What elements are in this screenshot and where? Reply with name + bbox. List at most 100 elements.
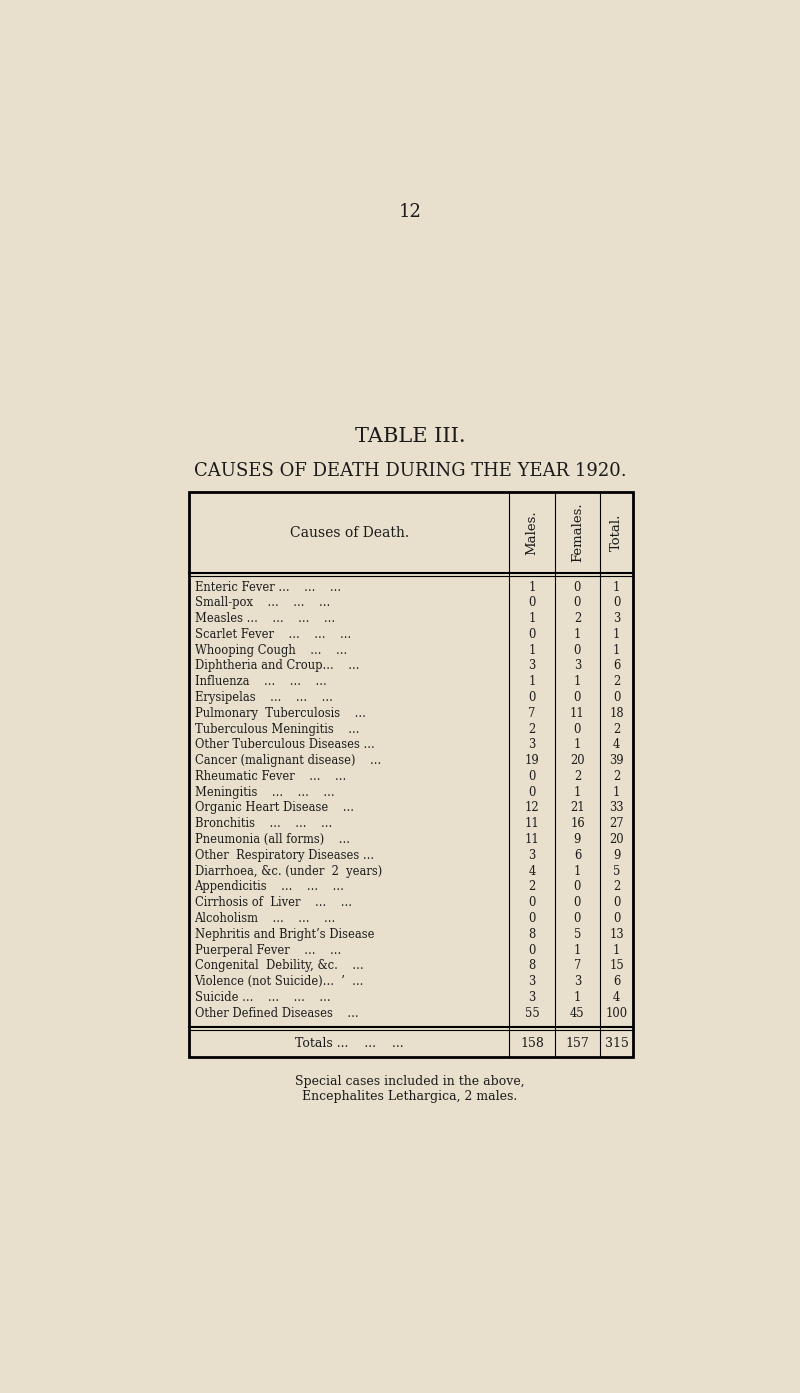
Text: Appendicitis    ...    ...    ...: Appendicitis ... ... ... bbox=[194, 880, 345, 893]
Text: Cirrhosis of  Liver    ...    ...: Cirrhosis of Liver ... ... bbox=[194, 896, 351, 910]
Text: 0: 0 bbox=[613, 912, 620, 925]
Text: 1: 1 bbox=[528, 581, 536, 593]
Text: 2: 2 bbox=[613, 880, 620, 893]
Text: Congenital  Debility, &c.    ...: Congenital Debility, &c. ... bbox=[194, 960, 363, 972]
Text: 1: 1 bbox=[574, 738, 581, 751]
Text: 33: 33 bbox=[610, 801, 624, 815]
Text: Puerperal Fever    ...    ...: Puerperal Fever ... ... bbox=[194, 943, 341, 957]
Text: 315: 315 bbox=[605, 1036, 629, 1050]
Text: 0: 0 bbox=[574, 912, 581, 925]
Text: 0: 0 bbox=[528, 691, 536, 703]
Text: 0: 0 bbox=[613, 596, 620, 609]
Text: 45: 45 bbox=[570, 1007, 585, 1020]
Text: 11: 11 bbox=[525, 833, 539, 846]
Text: 2: 2 bbox=[574, 612, 581, 625]
Text: 16: 16 bbox=[570, 818, 585, 830]
Text: 1: 1 bbox=[613, 943, 620, 957]
Text: 6: 6 bbox=[613, 975, 620, 988]
Text: 0: 0 bbox=[528, 596, 536, 609]
Text: 7: 7 bbox=[574, 960, 581, 972]
Text: 18: 18 bbox=[610, 706, 624, 720]
Text: 1: 1 bbox=[574, 990, 581, 1004]
Text: 6: 6 bbox=[574, 848, 581, 862]
Text: 1: 1 bbox=[574, 865, 581, 878]
Text: Enteric Fever ...    ...    ...: Enteric Fever ... ... ... bbox=[194, 581, 341, 593]
Text: Causes of Death.: Causes of Death. bbox=[290, 525, 409, 539]
Text: 158: 158 bbox=[520, 1036, 544, 1050]
Text: Special cases included in the above,: Special cases included in the above, bbox=[295, 1074, 525, 1088]
Text: 3: 3 bbox=[574, 975, 581, 988]
Text: 1: 1 bbox=[613, 644, 620, 656]
Text: Tuberculous Meningitis    ...: Tuberculous Meningitis ... bbox=[194, 723, 359, 736]
Text: Total.: Total. bbox=[610, 514, 623, 552]
Text: 0: 0 bbox=[528, 786, 536, 798]
Text: 3: 3 bbox=[529, 990, 536, 1004]
Text: 0: 0 bbox=[528, 896, 536, 910]
Text: Violence (not Suicide)...  ’  ...: Violence (not Suicide)... ’ ... bbox=[194, 975, 364, 988]
Text: 2: 2 bbox=[529, 723, 536, 736]
Text: 0: 0 bbox=[528, 770, 536, 783]
Text: 3: 3 bbox=[529, 848, 536, 862]
Text: Suicide ...    ...    ...    ...: Suicide ... ... ... ... bbox=[194, 990, 330, 1004]
Text: Erysipelas    ...    ...    ...: Erysipelas ... ... ... bbox=[194, 691, 333, 703]
Text: 4: 4 bbox=[613, 990, 620, 1004]
Text: 0: 0 bbox=[528, 912, 536, 925]
Text: Bronchitis    ...    ...    ...: Bronchitis ... ... ... bbox=[194, 818, 332, 830]
Text: Other  Respiratory Diseases ...: Other Respiratory Diseases ... bbox=[194, 848, 374, 862]
Text: 4: 4 bbox=[613, 738, 620, 751]
Text: Whooping Cough    ...    ...: Whooping Cough ... ... bbox=[194, 644, 347, 656]
Text: 11: 11 bbox=[525, 818, 539, 830]
Text: 3: 3 bbox=[529, 659, 536, 673]
Text: CAUSES OF DEATH DURING THE YEAR 1920.: CAUSES OF DEATH DURING THE YEAR 1920. bbox=[194, 462, 626, 481]
Text: Small-pox    ...    ...    ...: Small-pox ... ... ... bbox=[194, 596, 330, 609]
Text: 12: 12 bbox=[398, 203, 422, 221]
Text: 2: 2 bbox=[529, 880, 536, 893]
Text: 9: 9 bbox=[613, 848, 620, 862]
Text: 0: 0 bbox=[613, 896, 620, 910]
Text: 6: 6 bbox=[613, 659, 620, 673]
Text: 1: 1 bbox=[613, 628, 620, 641]
Text: 3: 3 bbox=[574, 659, 581, 673]
Text: Rheumatic Fever    ...    ...: Rheumatic Fever ... ... bbox=[194, 770, 346, 783]
Text: Diphtheria and Croup...    ...: Diphtheria and Croup... ... bbox=[194, 659, 359, 673]
Text: 11: 11 bbox=[570, 706, 585, 720]
Text: Diarrhoea, &c. (under  2  years): Diarrhoea, &c. (under 2 years) bbox=[194, 865, 382, 878]
Text: 3: 3 bbox=[613, 612, 620, 625]
Text: 39: 39 bbox=[610, 754, 624, 768]
Text: Nephritis and Bright’s Disease: Nephritis and Bright’s Disease bbox=[194, 928, 374, 940]
Text: 0: 0 bbox=[574, 723, 581, 736]
Text: 2: 2 bbox=[613, 770, 620, 783]
Text: 5: 5 bbox=[613, 865, 620, 878]
Text: 2: 2 bbox=[574, 770, 581, 783]
Text: 3: 3 bbox=[529, 738, 536, 751]
Text: Pulmonary  Tuberculosis    ...: Pulmonary Tuberculosis ... bbox=[194, 706, 366, 720]
Text: 0: 0 bbox=[528, 628, 536, 641]
Text: 15: 15 bbox=[609, 960, 624, 972]
Text: TABLE III.: TABLE III. bbox=[354, 428, 466, 446]
Text: Alcoholism    ...    ...    ...: Alcoholism ... ... ... bbox=[194, 912, 336, 925]
Text: 1: 1 bbox=[574, 786, 581, 798]
Text: 19: 19 bbox=[525, 754, 539, 768]
Text: Measles ...    ...    ...    ...: Measles ... ... ... ... bbox=[194, 612, 334, 625]
Text: 157: 157 bbox=[566, 1036, 590, 1050]
Text: 2: 2 bbox=[613, 676, 620, 688]
Text: 4: 4 bbox=[529, 865, 536, 878]
Text: 1: 1 bbox=[528, 644, 536, 656]
Text: 13: 13 bbox=[610, 928, 624, 940]
Text: 7: 7 bbox=[528, 706, 536, 720]
Text: Other Tuberculous Diseases ...: Other Tuberculous Diseases ... bbox=[194, 738, 374, 751]
Text: 0: 0 bbox=[528, 943, 536, 957]
Text: 8: 8 bbox=[529, 960, 536, 972]
Text: 12: 12 bbox=[525, 801, 539, 815]
Text: 0: 0 bbox=[574, 691, 581, 703]
Text: 0: 0 bbox=[574, 596, 581, 609]
Text: 1: 1 bbox=[613, 581, 620, 593]
Text: 27: 27 bbox=[610, 818, 624, 830]
Text: 0: 0 bbox=[574, 880, 581, 893]
Text: 20: 20 bbox=[570, 754, 585, 768]
Text: 9: 9 bbox=[574, 833, 581, 846]
Text: Scarlet Fever    ...    ...    ...: Scarlet Fever ... ... ... bbox=[194, 628, 350, 641]
Text: Organic Heart Disease    ...: Organic Heart Disease ... bbox=[194, 801, 354, 815]
Text: 1: 1 bbox=[574, 943, 581, 957]
Text: Females.: Females. bbox=[571, 503, 584, 563]
